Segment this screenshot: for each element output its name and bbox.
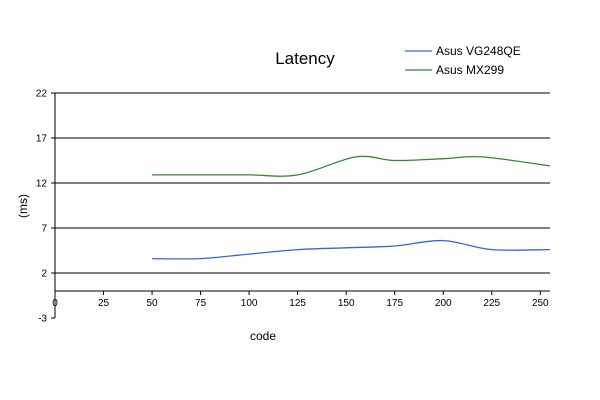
x-axis-label: code <box>250 329 276 343</box>
series-line-1 <box>152 155 551 177</box>
axes <box>51 92 550 319</box>
y-tick-label: 17 <box>36 134 48 145</box>
y-axis-label: (ms) <box>16 194 30 218</box>
x-tick-label: 200 <box>435 298 452 309</box>
x-tick-label: 225 <box>483 298 500 309</box>
series-lines <box>152 155 551 260</box>
x-tick-label: 25 <box>98 298 110 309</box>
legend-label-vg248qe: Asus VG248QE <box>436 44 521 58</box>
legend-label-mx299: Asus MX299 <box>436 63 504 77</box>
x-tick-label: 175 <box>386 298 403 309</box>
series-line-0 <box>152 239 551 260</box>
y-tick-label: -3 <box>38 314 47 325</box>
x-tick-label: 0 <box>52 298 58 309</box>
y-tick-label: 22 <box>36 89 48 100</box>
x-tick-label: 250 <box>532 298 549 309</box>
y-tick-labels: -3 2 7 12 17 22 <box>36 89 48 325</box>
x-tick-label: 125 <box>289 298 306 309</box>
y-tick-label: 12 <box>36 179 48 190</box>
x-tick-label: 75 <box>195 298 207 309</box>
x-tick-labels: 0 25 50 75 100 125 150 175 200 225 250 <box>52 298 549 309</box>
chart-title: Latency <box>275 49 335 68</box>
y-tick-label: 7 <box>41 224 47 235</box>
x-tick-label: 50 <box>146 298 158 309</box>
x-tick-label: 100 <box>241 298 258 309</box>
legend: Asus VG248QE Asus MX299 <box>405 44 521 77</box>
x-tick-label: 150 <box>338 298 355 309</box>
y-tick-label: 2 <box>41 269 47 280</box>
grid-lines <box>55 92 550 274</box>
